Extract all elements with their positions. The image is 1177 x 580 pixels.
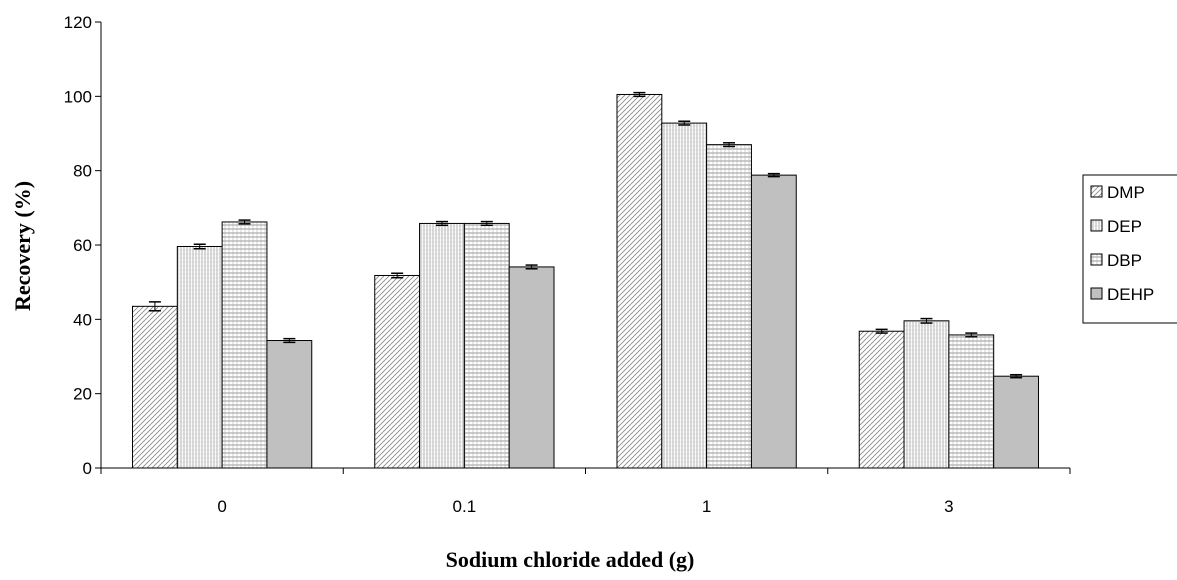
bar-dehp (993, 375, 1040, 469)
bar-dep (903, 320, 950, 469)
bar-dmp (858, 330, 905, 469)
bar-dbp (463, 222, 510, 469)
y-tick-label: 120 (64, 13, 92, 32)
bar-dep (176, 245, 223, 469)
legend-label-dehp: DEHP (1107, 285, 1154, 304)
y-tick-label: 60 (73, 236, 92, 255)
legend-label-dbp: DBP (1107, 251, 1142, 270)
y-axis-title: Recovery (%) (10, 181, 35, 311)
y-tick-label: 40 (73, 310, 92, 329)
x-tick-label: 1 (702, 497, 711, 516)
bar-dbp (948, 334, 995, 469)
bar-dmp (131, 305, 178, 469)
y-tick-label: 100 (64, 87, 92, 106)
bars (131, 91, 1040, 469)
bar-dbp (221, 221, 268, 469)
axes: 0 20 40 60 80 100 120 0 0.1 1 3 (64, 13, 1071, 516)
x-tick-label: 3 (944, 497, 953, 516)
bar-dehp (750, 174, 797, 469)
bar-dmp (616, 93, 663, 469)
legend-swatch-dep (1090, 219, 1103, 232)
bar-dep (419, 222, 465, 469)
bar-dep (661, 122, 708, 469)
legend-label-dmp: DMP (1107, 183, 1145, 202)
y-tick-label: 80 (73, 162, 92, 181)
x-axis-title: Sodium chloride added (g) (446, 547, 695, 572)
bar-dehp (266, 340, 313, 469)
x-tick-label: 0.1 (453, 497, 477, 516)
legend-label-dep: DEP (1107, 217, 1142, 236)
y-tick-label: 20 (73, 385, 92, 404)
bar-dehp (508, 266, 555, 469)
axis-labels: Sodium chloride added (g) Recovery (%) (10, 181, 694, 572)
legend-swatch-dehp (1090, 287, 1103, 300)
legend: DMP DEP DBP DEHP (1082, 174, 1177, 324)
x-tick-label: 0 (217, 497, 226, 516)
y-tick-label: 0 (83, 459, 92, 478)
legend-swatch-dmp (1090, 185, 1103, 198)
legend-swatch-dbp (1090, 253, 1103, 266)
bar-dmp (374, 274, 421, 469)
bar-dbp (706, 144, 752, 469)
